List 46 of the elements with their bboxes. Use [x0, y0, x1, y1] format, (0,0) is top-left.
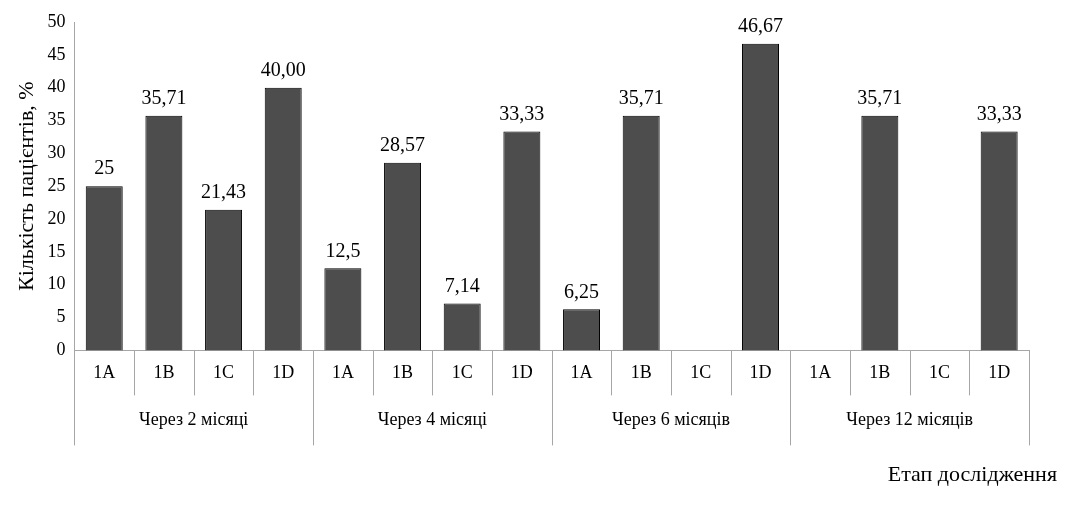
- x-axis-title: Етап дослідження: [887, 461, 1057, 487]
- x-tick-label: 1A: [331, 361, 354, 382]
- data-label: 46,67: [738, 14, 784, 37]
- y-tick-label: 5: [56, 306, 66, 327]
- y-tick-label: 50: [47, 10, 66, 31]
- text: Через 6 місяців: [612, 409, 730, 430]
- y-tick-label: 40: [47, 76, 66, 97]
- data-label: 33,33: [499, 101, 545, 124]
- data-label: 35,71: [141, 86, 187, 109]
- x-tick-label: 1B: [869, 361, 891, 382]
- data-label: 25: [94, 156, 115, 179]
- x-tick-label: 1D: [272, 361, 295, 382]
- y-tick-label: 20: [47, 207, 66, 228]
- data-label: 35,71: [618, 86, 664, 109]
- data-label: 28,57: [380, 133, 426, 155]
- y-tick-label: 45: [47, 43, 66, 64]
- y-axis-title: Кількість пацієнтів, %: [12, 81, 38, 291]
- x-tick-label: 1B: [630, 361, 652, 382]
- x-tick-label: 1C: [451, 361, 473, 382]
- x-tick-label: 1B: [153, 361, 175, 382]
- data-label: 7,14: [444, 273, 480, 296]
- y-tick-label: 15: [47, 240, 66, 261]
- x-tick-label: 1C: [929, 361, 951, 382]
- y-tick-label: 30: [47, 142, 66, 163]
- x-tick-label: 1D: [988, 361, 1011, 382]
- data-label: 12,5: [325, 238, 361, 261]
- x-tick-label: 1A: [570, 361, 593, 382]
- data-label: 40,00: [260, 57, 306, 80]
- y-tick-label: 35: [47, 109, 66, 130]
- text: Через 12 місяців: [846, 409, 974, 430]
- text: Через 4 місяці: [377, 409, 488, 430]
- x-tick-label: 1A: [93, 361, 116, 382]
- x-tick-label: 1C: [690, 361, 712, 382]
- y-tick-label: 0: [56, 339, 66, 360]
- text: Через 2 місяці: [139, 409, 249, 430]
- y-tick-label: 10: [47, 273, 66, 294]
- x-tick-label: 1B: [392, 361, 414, 382]
- data-label: 21,43: [201, 179, 247, 202]
- data-label: 33,33: [976, 101, 1022, 124]
- y-tick-label: 25: [47, 174, 66, 195]
- data-label: 35,71: [857, 86, 903, 109]
- x-tick-label: 1D: [749, 361, 772, 382]
- data-label: 6,25: [564, 279, 600, 302]
- x-tick-label: 1C: [213, 361, 235, 382]
- x-tick-label: 1D: [510, 361, 533, 382]
- x-tick-label: 1A: [809, 361, 832, 382]
